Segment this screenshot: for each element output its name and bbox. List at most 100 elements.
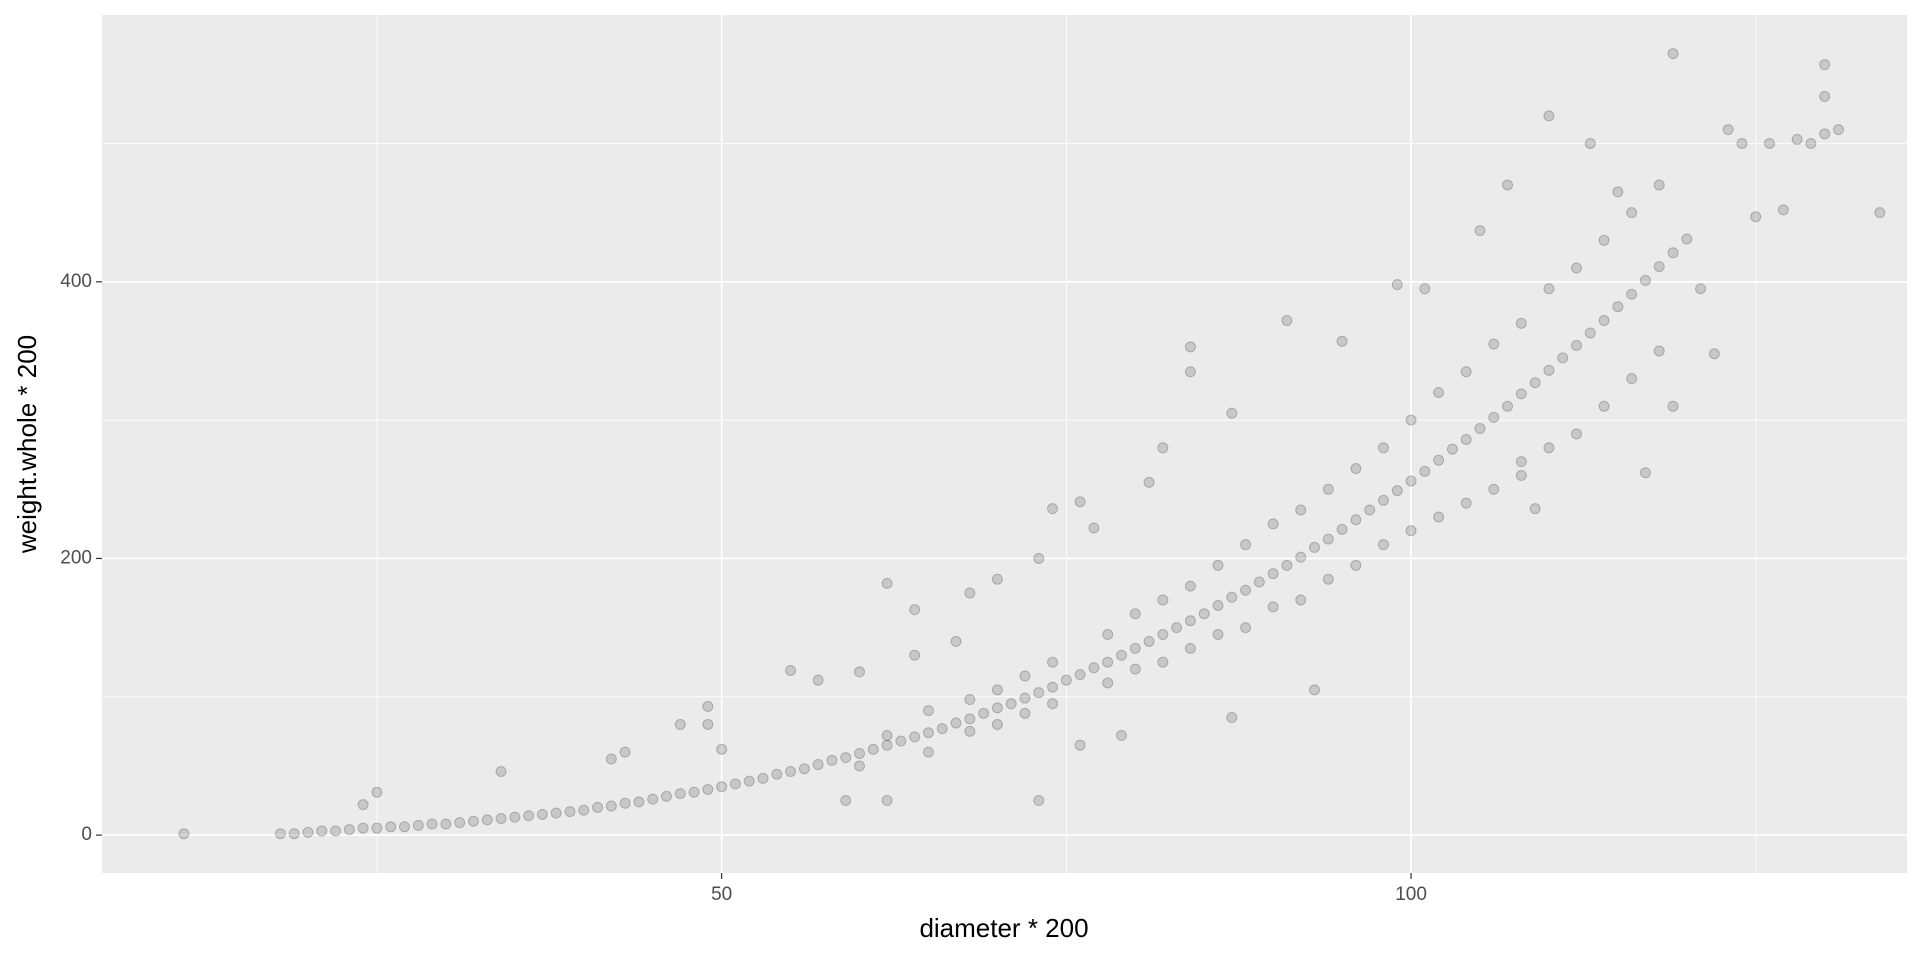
point [1019, 670, 1031, 682]
point [716, 781, 728, 793]
point [1129, 642, 1141, 654]
point [716, 743, 728, 755]
point [481, 814, 493, 826]
point [1626, 288, 1638, 300]
point [1626, 207, 1638, 219]
point [1805, 137, 1817, 149]
point [302, 826, 314, 838]
point [1019, 692, 1031, 704]
point [1240, 622, 1252, 634]
point [1502, 179, 1514, 191]
point [495, 765, 507, 777]
point [729, 778, 741, 790]
point [1474, 225, 1486, 237]
point [950, 635, 962, 647]
point [1102, 656, 1114, 668]
point [1377, 494, 1389, 506]
point [964, 713, 976, 725]
point [1102, 677, 1114, 689]
point [1047, 698, 1059, 710]
point [771, 768, 783, 780]
point [1515, 388, 1527, 400]
point [1488, 483, 1500, 495]
point [1350, 559, 1362, 571]
point [1281, 315, 1293, 327]
point [1639, 274, 1651, 286]
point [1832, 124, 1844, 136]
point [1005, 698, 1017, 710]
point [1667, 247, 1679, 259]
point [757, 772, 769, 784]
point [178, 828, 190, 840]
point [991, 573, 1003, 585]
point [743, 775, 755, 787]
point [1212, 559, 1224, 571]
x-axis-title: diameter * 200 [919, 913, 1088, 943]
point [1419, 465, 1431, 477]
point [1433, 386, 1445, 398]
point [592, 801, 604, 813]
point [964, 725, 976, 737]
point [1819, 90, 1831, 102]
point [371, 786, 383, 798]
point [564, 806, 576, 818]
point [812, 674, 824, 686]
point [688, 786, 700, 798]
point [1033, 552, 1045, 564]
point [1047, 681, 1059, 693]
point [1267, 601, 1279, 613]
point [1819, 59, 1831, 71]
point [1433, 511, 1445, 523]
point [1157, 656, 1169, 668]
point [922, 727, 934, 739]
point [922, 746, 934, 758]
point [1405, 475, 1417, 487]
point [798, 763, 810, 775]
point [1295, 551, 1307, 563]
point [633, 796, 645, 808]
point [854, 747, 866, 759]
point [1102, 629, 1114, 641]
point [854, 666, 866, 678]
point [1708, 348, 1720, 360]
point [1309, 541, 1321, 553]
point [1295, 504, 1307, 516]
point [619, 746, 631, 758]
point [1157, 594, 1169, 606]
point [1033, 687, 1045, 699]
point [964, 587, 976, 599]
point [1157, 442, 1169, 454]
point [702, 783, 714, 795]
point [1047, 503, 1059, 515]
point [1253, 576, 1265, 588]
point [881, 739, 893, 751]
point [1143, 635, 1155, 647]
point [1722, 124, 1734, 136]
point [1377, 539, 1389, 551]
point [357, 799, 369, 811]
point [509, 811, 521, 823]
point [840, 795, 852, 807]
point [936, 723, 948, 735]
point [426, 818, 438, 830]
point [909, 731, 921, 743]
point [1598, 315, 1610, 327]
point [536, 808, 548, 820]
point [1226, 591, 1238, 603]
point [1322, 533, 1334, 545]
point [1570, 428, 1582, 440]
point [1529, 377, 1541, 389]
point [1336, 335, 1348, 347]
point [1047, 656, 1059, 668]
point [1212, 629, 1224, 641]
y-tick-label: 200 [60, 547, 92, 568]
point [1322, 573, 1334, 585]
point [1391, 485, 1403, 497]
point [399, 821, 411, 833]
point [1184, 580, 1196, 592]
x-tick-label: 50 [711, 884, 732, 905]
point [316, 825, 328, 837]
point [922, 705, 934, 717]
point [343, 824, 355, 836]
point [1391, 279, 1403, 291]
